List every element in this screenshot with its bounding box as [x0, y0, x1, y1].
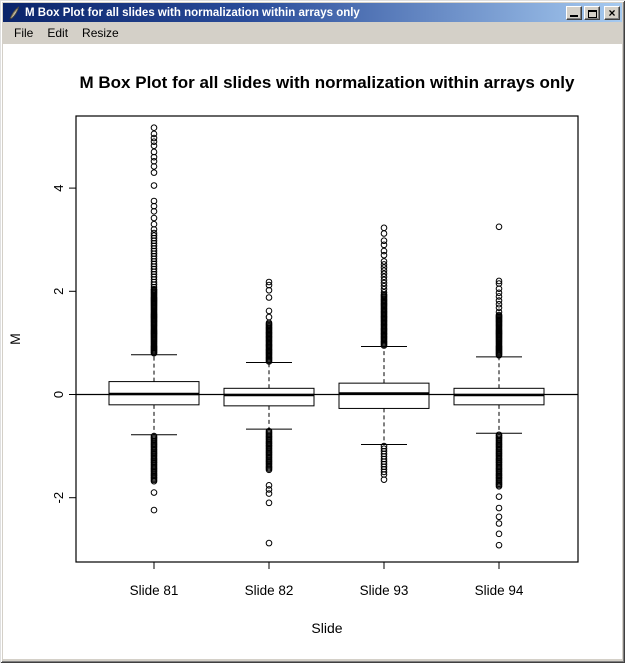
outliers [265, 278, 273, 547]
menu-edit[interactable]: Edit [47, 26, 69, 40]
boxplot-chart: M Box Plot for all slides with normaliza… [7, 73, 579, 636]
close-icon: × [608, 5, 616, 20]
y-axis-label: M [7, 333, 23, 345]
menu-resize[interactable]: Resize [82, 26, 119, 40]
svg-text:0: 0 [51, 391, 66, 398]
boxplot-slide-94 [453, 223, 545, 549]
outliers [150, 124, 158, 514]
maximize-button[interactable] [584, 5, 600, 20]
maximize-icon [587, 9, 597, 18]
plot-frame [75, 115, 579, 563]
boxplot-slide-81 [108, 124, 200, 514]
y-axis: -2 0 2 4 [51, 184, 76, 503]
window-controls: × [566, 5, 620, 20]
svg-text:-2: -2 [51, 492, 66, 504]
svg-text:Slide 93: Slide 93 [360, 583, 409, 598]
menu-file[interactable]: File [14, 26, 34, 40]
minimize-icon [570, 14, 578, 17]
chart-title: M Box Plot for all slides with normaliza… [80, 73, 576, 92]
minimize-button[interactable] [566, 5, 582, 20]
close-button[interactable]: × [604, 5, 620, 20]
window-title: M Box Plot for all slides with normaliza… [25, 6, 360, 19]
outliers [380, 224, 388, 483]
svg-text:Slide 82: Slide 82 [245, 583, 294, 598]
x-axis-label: Slide [311, 620, 342, 636]
menubar: File Edit Resize [3, 22, 622, 44]
plot-canvas: M Box Plot for all slides with normaliza… [3, 44, 622, 659]
titlebar[interactable]: M Box Plot for all slides with normaliza… [3, 3, 622, 22]
boxplot-slide-93 [338, 224, 430, 483]
svg-text:2: 2 [51, 288, 66, 295]
svg-text:4: 4 [51, 184, 66, 191]
svg-text:Slide 81: Slide 81 [130, 583, 179, 598]
boxplot-slide-82 [223, 278, 315, 547]
svg-text:Slide 94: Slide 94 [475, 583, 524, 598]
quill-icon [6, 5, 21, 20]
x-axis: Slide 81 Slide 82 Slide 93 Slide 94 [130, 562, 524, 598]
outliers [495, 223, 503, 549]
